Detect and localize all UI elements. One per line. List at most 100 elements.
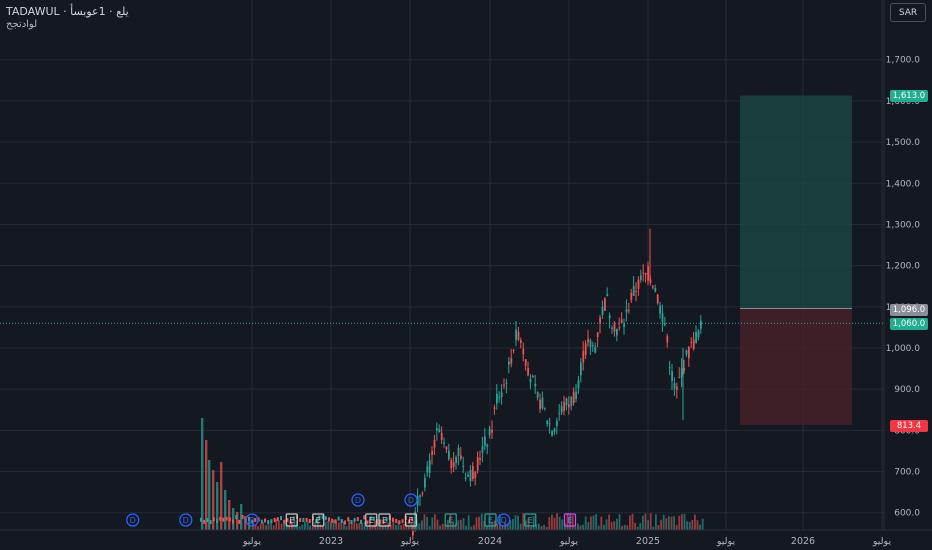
volume-bar: [493, 520, 496, 530]
candle: [457, 447, 460, 456]
volume-bar: [288, 525, 291, 530]
volume-bar: [470, 526, 473, 530]
volume-bar: [418, 523, 421, 530]
candle: [438, 428, 441, 432]
volume-bar: [592, 515, 595, 530]
candle: [642, 272, 645, 274]
price-tick-label: 600.0: [894, 509, 920, 519]
target-price-label: 1,613.0: [890, 90, 928, 102]
volume-bar: [324, 521, 327, 530]
candle: [503, 384, 505, 386]
volume-bar: [212, 470, 215, 530]
profit-zone: [740, 95, 852, 309]
volume-bar: [304, 521, 306, 530]
candle: [356, 517, 359, 522]
dividend-marker-icon: [351, 493, 365, 507]
volume-bar: [332, 520, 335, 530]
candle: [392, 517, 394, 522]
candle: [496, 393, 498, 404]
candle: [510, 358, 513, 364]
candle: [448, 450, 450, 460]
candle: [411, 516, 414, 521]
candle: [460, 455, 462, 459]
volume-bar: [561, 519, 564, 530]
candle: [428, 460, 431, 473]
candle: [414, 511, 417, 525]
volume-bar: [428, 526, 431, 530]
time-tick-label: يوليو: [559, 536, 579, 547]
time-tick-label: يوليو: [242, 536, 262, 547]
candle: [216, 518, 218, 523]
current-price-label: 1,060.0: [890, 318, 928, 330]
volume-bar: [478, 516, 480, 530]
volume-bar: [608, 514, 610, 530]
candle: [601, 306, 604, 315]
candle: [308, 519, 311, 524]
volume-bar: [688, 521, 691, 530]
earnings-marker-icon: [444, 513, 457, 527]
position-tool[interactable]: [740, 95, 852, 425]
candle: [385, 517, 388, 522]
earnings-marker-label: E: [289, 516, 294, 525]
volume-bar: [597, 525, 600, 530]
volume-bar: [577, 523, 579, 530]
volume-bar: [382, 526, 384, 530]
candle: [328, 517, 330, 522]
candle: [594, 346, 597, 353]
volume-bar: [590, 516, 592, 530]
volume-bar: [232, 508, 235, 530]
currency-button[interactable]: SAR: [890, 3, 926, 22]
candle: [623, 323, 625, 327]
volume-bar: [379, 519, 382, 530]
candle: [563, 402, 565, 411]
candle: [280, 516, 282, 521]
volume-bar: [298, 526, 301, 530]
candle: [527, 367, 529, 376]
candle: [412, 530, 414, 536]
candle: [654, 288, 657, 292]
earnings-marker-icon: [404, 513, 418, 527]
time-tick-label: يوليو: [872, 536, 892, 547]
volume-bar: [280, 523, 283, 530]
earnings-marker-icon: [285, 513, 298, 527]
volume-bar: [275, 519, 278, 530]
volume-bar: [353, 522, 356, 530]
volume-bar: [509, 520, 512, 530]
candle: [235, 515, 238, 520]
candle: [318, 515, 321, 520]
event-markers[interactable]: D D D E EDE EDE E E D E E: [126, 493, 577, 527]
volume-bar: [421, 520, 423, 530]
symbol-subtitle: لوادتجح: [6, 19, 38, 30]
volume-bar: [259, 523, 262, 530]
volume-bar: [322, 525, 324, 530]
candle: [632, 285, 635, 296]
time-axis[interactable]: يوليو 2023 يوليو 2024 يوليو 2025 يوليو 2026 يولي…: [0, 529, 932, 547]
volume-bar: [496, 523, 499, 530]
candle: [618, 327, 621, 329]
volume-bar: [216, 482, 219, 530]
volume-bar: [319, 524, 322, 530]
candle: [580, 362, 582, 376]
candle: [228, 517, 231, 522]
candle: [334, 519, 337, 524]
volume-bar: [642, 515, 644, 530]
volume-bar: [665, 518, 668, 530]
volume-bar: [670, 516, 673, 530]
candle: [664, 323, 666, 325]
volume-bar: [569, 513, 571, 530]
volume-bar: [444, 524, 447, 530]
candle: [440, 433, 443, 440]
candle: [337, 516, 340, 521]
volume-bar: [441, 523, 444, 530]
volume-bar: [356, 523, 358, 530]
price-tick-label: 1,500.0: [886, 138, 921, 148]
candle: [472, 465, 474, 480]
price-tick-label: 700.0: [894, 468, 920, 478]
volume-bar: [681, 514, 683, 530]
price-axis[interactable]: 1,700.01,600.01,500.01,400.01,300.01,200…: [883, 0, 921, 530]
volume-bar: [272, 525, 275, 530]
candle: [572, 391, 575, 403]
volume-bar: [257, 526, 259, 530]
volume-bar: [361, 523, 363, 530]
